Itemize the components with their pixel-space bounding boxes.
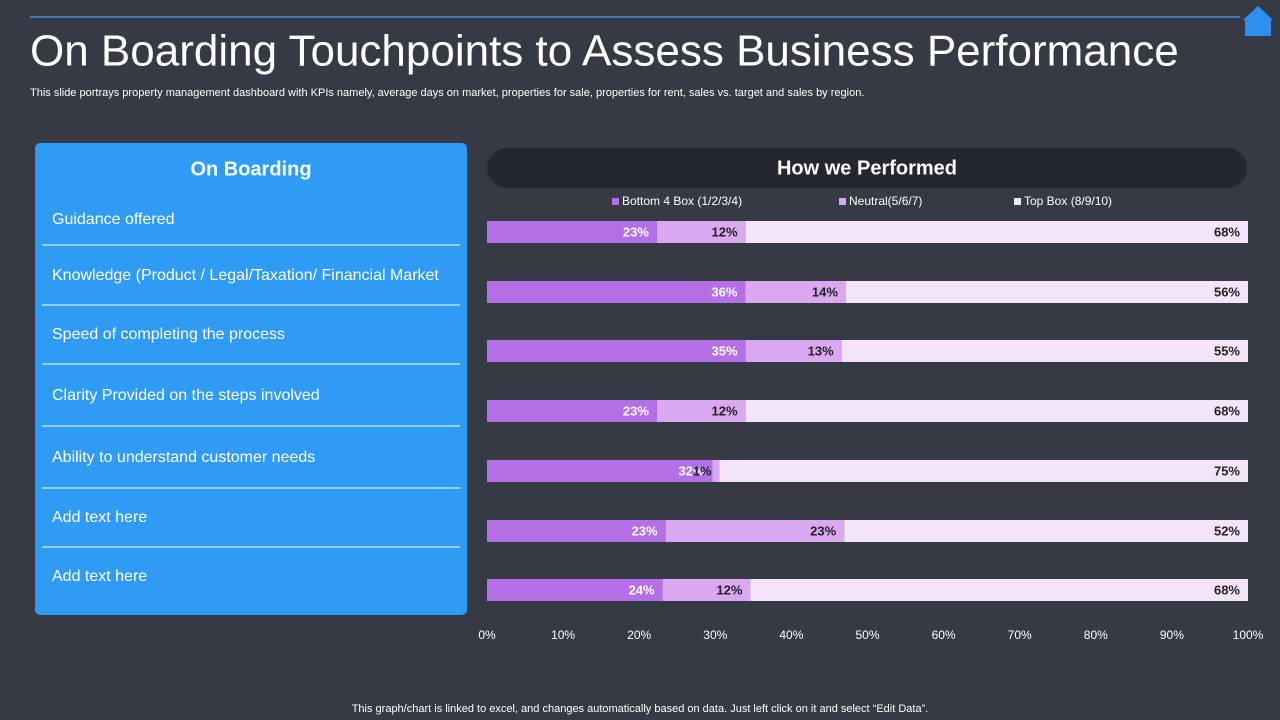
x-tick-label: 20%	[627, 628, 651, 642]
panel-item: Add text here	[52, 509, 147, 526]
panel-item: Add text here	[52, 568, 147, 585]
bar-segment	[487, 221, 657, 243]
x-tick-label: 70%	[1008, 628, 1032, 642]
footer-note: This graph/chart is linked to excel, and…	[352, 703, 929, 715]
data-label: 12%	[712, 224, 738, 239]
data-label: 56%	[1214, 284, 1240, 299]
bar-segment	[487, 579, 663, 601]
data-label: 12%	[716, 582, 742, 597]
bar-segment	[662, 579, 751, 601]
panel-item: Clarity Provided on the steps involved	[52, 387, 320, 404]
data-label: 24%	[629, 582, 655, 597]
data-label: 23%	[810, 523, 836, 538]
bar-segment	[745, 221, 1248, 243]
bar-segment	[656, 221, 746, 243]
bar-segment	[712, 460, 720, 482]
bar-segment	[844, 520, 1248, 542]
data-label: 14%	[812, 284, 838, 299]
bar-segment	[719, 460, 1248, 482]
legend-swatch	[1014, 198, 1021, 205]
home-body	[1245, 20, 1271, 36]
bar-segment	[487, 460, 713, 482]
data-label: 75%	[1214, 463, 1240, 478]
data-label: 68%	[1214, 582, 1240, 597]
data-label: 32%	[678, 463, 704, 478]
bar-segment	[745, 400, 1248, 422]
x-tick-label: 60%	[932, 628, 956, 642]
data-label: 68%	[1214, 403, 1240, 418]
bar-segment	[665, 520, 845, 542]
panel-item: Knowledge (Product / Legal/Taxation/ Fin…	[52, 267, 439, 284]
panel-title: On Boarding	[190, 158, 311, 180]
home-roof	[1243, 6, 1273, 20]
x-tick-label: 0%	[478, 628, 496, 642]
legend-swatch	[612, 198, 619, 205]
x-tick-label: 40%	[779, 628, 803, 642]
data-label: 12%	[712, 403, 738, 418]
bar-segment	[845, 281, 1248, 303]
panel-item: Guidance offered	[52, 211, 174, 228]
data-label: 68%	[1214, 224, 1240, 239]
x-tick-label: 50%	[855, 628, 879, 642]
data-label: 23%	[632, 523, 658, 538]
data-label: 52%	[1214, 523, 1240, 538]
chart-title: How we Performed	[777, 157, 957, 179]
data-label: 23%	[623, 403, 649, 418]
bar-segment	[487, 520, 666, 542]
panel	[35, 143, 467, 615]
legend-label: Bottom 4 Box (1/2/3/4)	[622, 194, 742, 208]
chart-title-pill	[487, 148, 1247, 188]
panel-item: Ability to understand customer needs	[52, 449, 315, 466]
x-tick-label: 100%	[1233, 628, 1264, 642]
x-tick-label: 10%	[551, 628, 575, 642]
bar-segment	[841, 340, 1248, 362]
data-label: 13%	[808, 343, 834, 358]
bar-segment	[487, 340, 746, 362]
data-label: 35%	[712, 343, 738, 358]
home-icon[interactable]	[1243, 6, 1273, 36]
bar-segment	[750, 579, 1248, 601]
data-label: 36%	[711, 284, 737, 299]
bar-segment	[487, 281, 746, 303]
data-label: 1%	[693, 463, 712, 478]
legend-label: Top Box (8/9/10)	[1024, 194, 1112, 208]
bar-segment	[745, 281, 846, 303]
x-tick-label: 30%	[703, 628, 727, 642]
bar-segment	[656, 400, 746, 422]
x-tick-label: 90%	[1160, 628, 1184, 642]
bar-segment	[745, 340, 842, 362]
legend-label: Neutral(5/6/7)	[849, 194, 922, 208]
bar-segment	[487, 400, 657, 422]
x-tick-label: 80%	[1084, 628, 1108, 642]
data-label: 55%	[1214, 343, 1240, 358]
data-label: 23%	[623, 224, 649, 239]
legend-swatch	[839, 198, 846, 205]
slide-title: On Boarding Touchpoints to Assess Busine…	[30, 27, 1179, 76]
panel-item: Speed of completing the process	[52, 326, 285, 343]
slide-subtitle: This slide portrays property management …	[30, 87, 864, 99]
